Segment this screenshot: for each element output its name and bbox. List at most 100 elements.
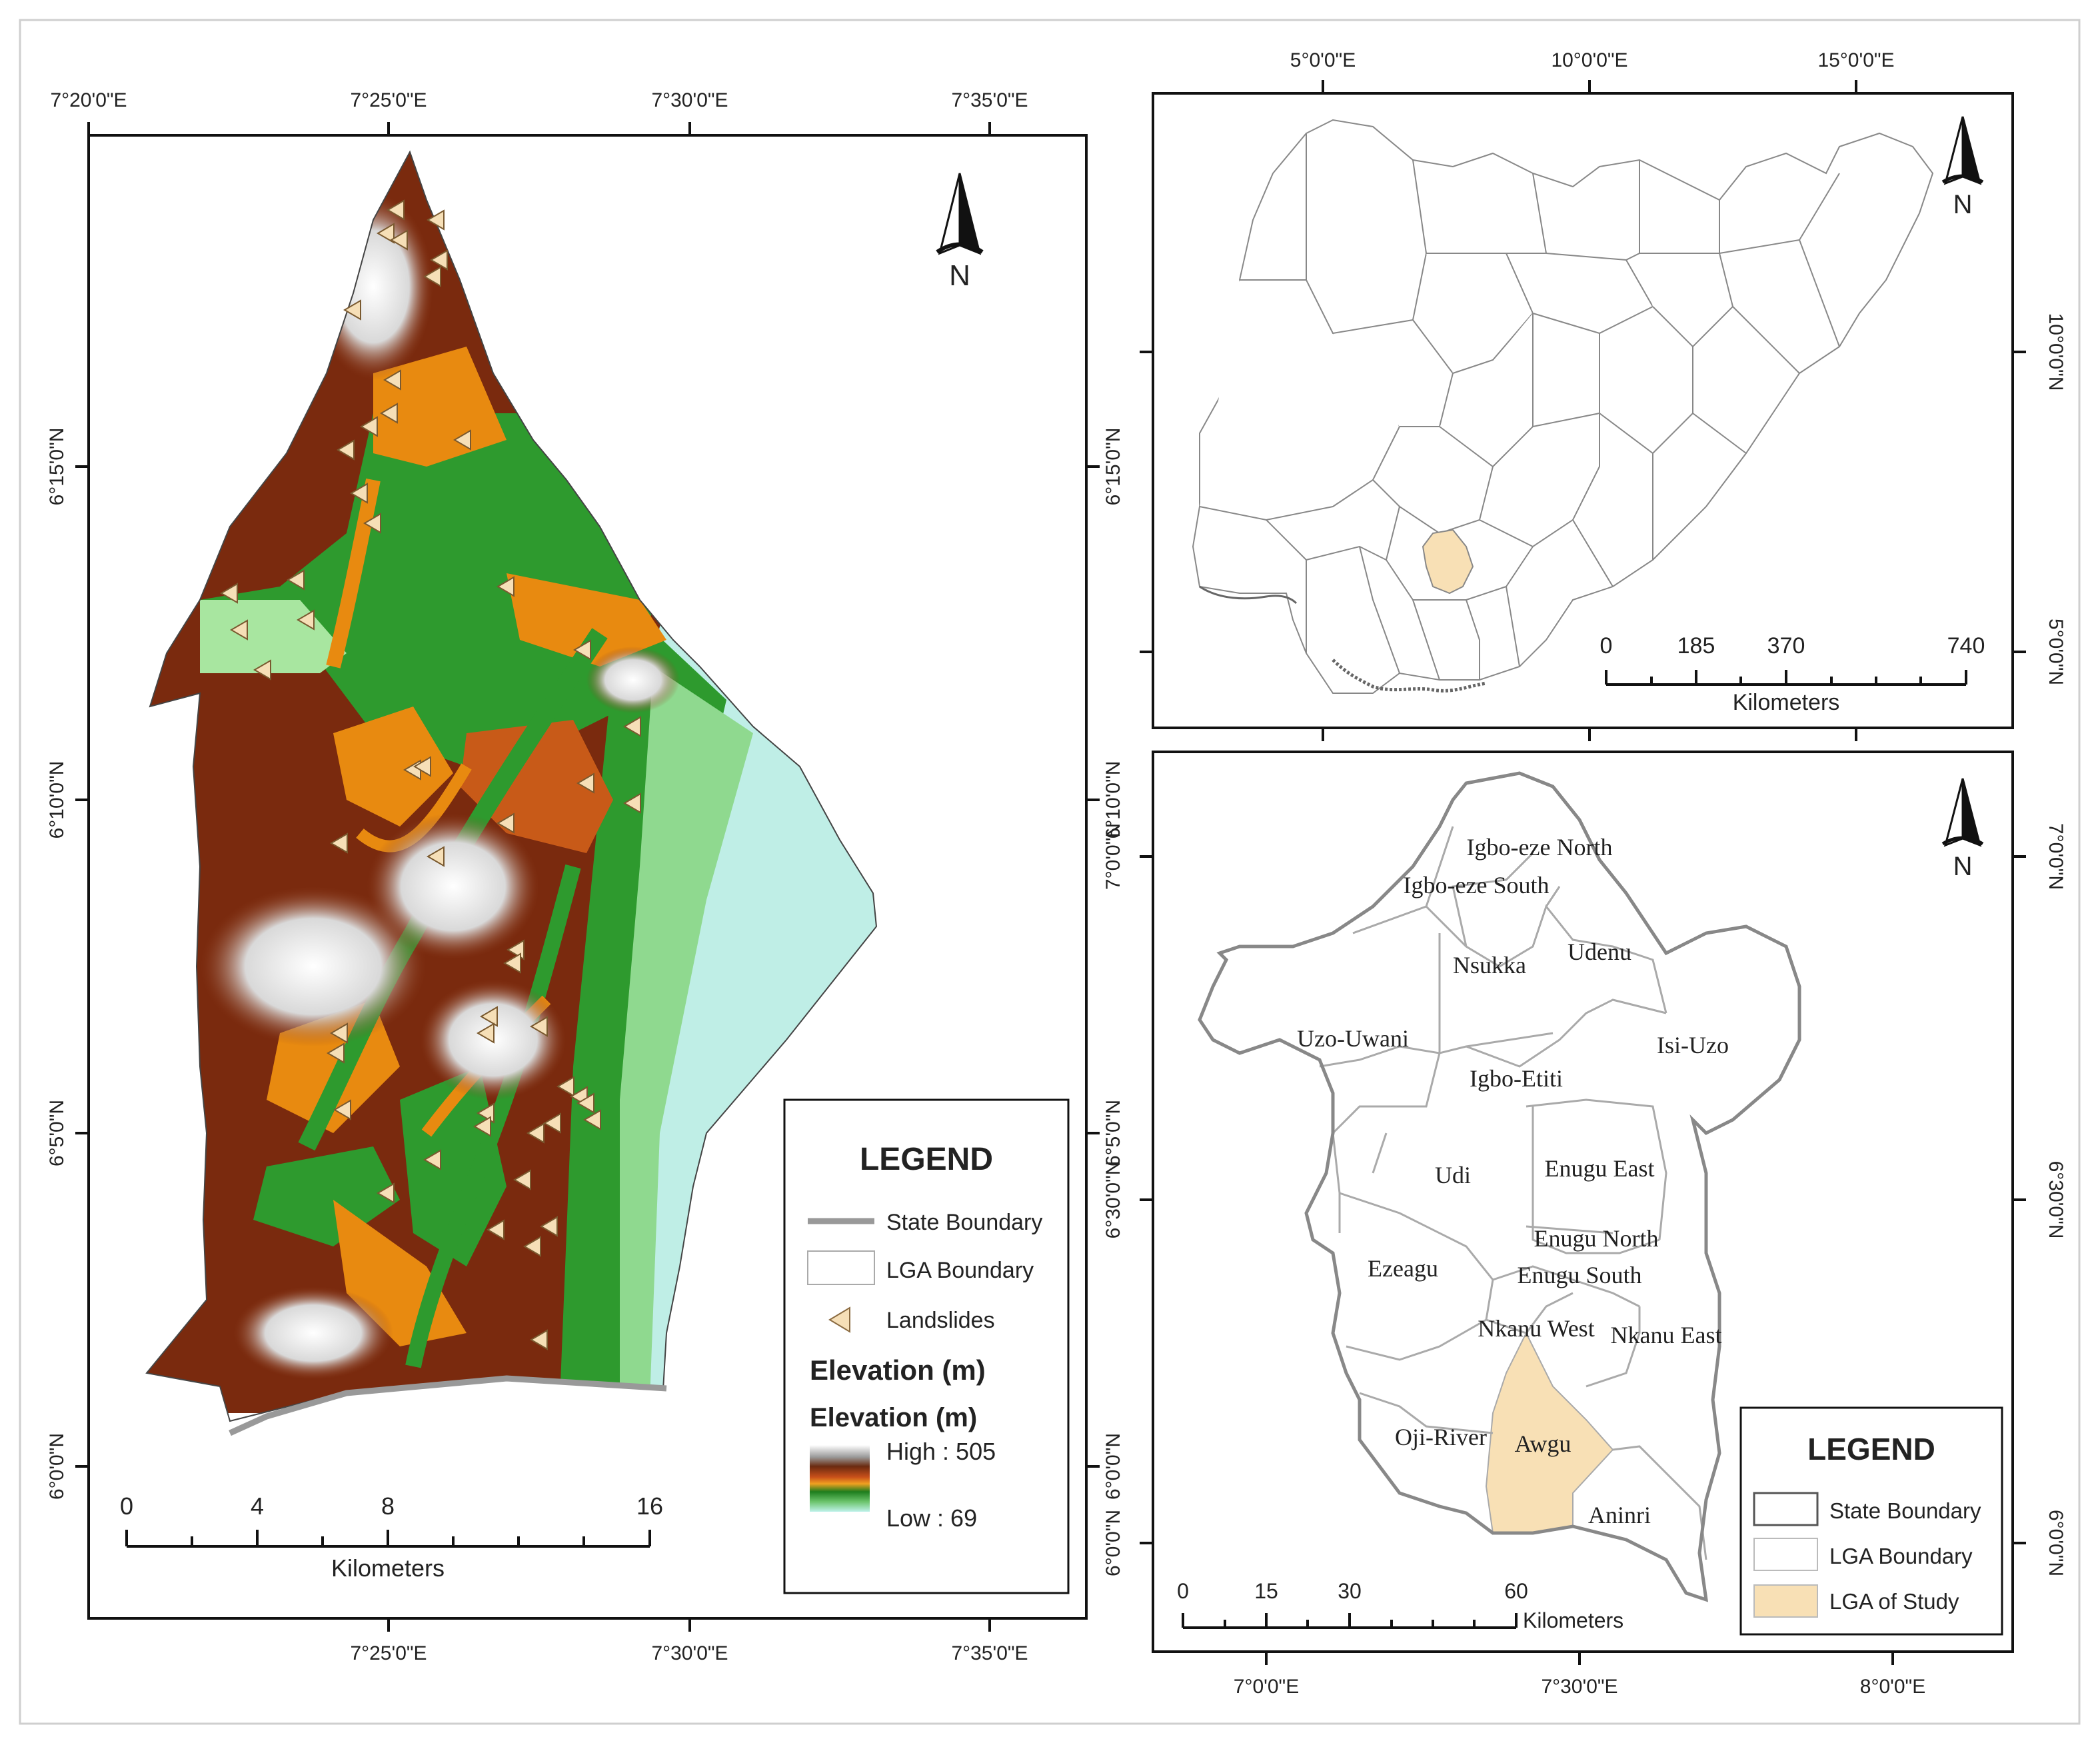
landslide-marker: [337, 439, 355, 461]
landslide-marker: [363, 513, 381, 534]
landslide-marker: [327, 1042, 345, 1064]
elevation-color-ramp: [810, 1445, 870, 1512]
scale-label: 370: [1767, 633, 1805, 659]
landslide-marker: [220, 583, 238, 604]
lga-label: Uzo-Uwani: [1297, 1025, 1409, 1052]
lga-label: Isi-Uzo: [1657, 1032, 1729, 1058]
legend-state-boundary: State Boundary: [886, 1210, 1042, 1235]
right-tick-label: 6°10'0"N: [1102, 761, 1124, 839]
scale-unit: Kilometers: [331, 1554, 445, 1582]
lga-label: Igbo-Etiti: [1470, 1065, 1563, 1092]
scale-bar: 0 15 30 60 Kilometers: [1177, 1579, 1623, 1632]
right-tick-label: 6°30'0"N: [2045, 1161, 2067, 1239]
scale-bar: 0 4 8 16 Kilometers: [120, 1492, 663, 1582]
nigeria-locator-panel: 5°0'0"E 10°0'0"E 15°0'0"E 10°0'0"N 5°0'0…: [1140, 49, 2067, 741]
landslide-marker: [343, 299, 361, 321]
bottom-tick-label: 8°0'0"E: [1860, 1676, 1925, 1698]
lga-label: Udi: [1435, 1162, 1471, 1188]
legend-state-boundary: State Boundary: [1829, 1498, 1981, 1523]
landslide-marker: [477, 1022, 495, 1044]
legend-lga-boundary: LGA Boundary: [886, 1258, 1034, 1283]
landslide-marker: [543, 1112, 561, 1134]
right-tick-label: 5°0'0"N: [2045, 619, 2067, 685]
landslide-marker: [287, 569, 305, 591]
top-tick-label: 15°0'0"E: [1817, 49, 1894, 71]
right-tick-label: 6°0'0"N: [2045, 1510, 2067, 1576]
top-tick-label: 7°30'0"E: [651, 89, 728, 111]
scale-label: 30: [1338, 1579, 1362, 1603]
landslide-marker: [380, 403, 398, 424]
lga-label: Ezeagu: [1368, 1255, 1438, 1282]
north-arrow: N: [1941, 116, 1984, 219]
landslide-marker: [330, 1022, 348, 1044]
landslide-marker: [480, 1006, 498, 1027]
legend-landslides: Landslides: [886, 1308, 995, 1333]
landslide-marker: [453, 429, 471, 451]
right-tick-label: 6°5'0"N: [1102, 1100, 1124, 1166]
lga-label: Awgu: [1515, 1430, 1572, 1457]
bottom-tick-label: 7°30'0"E: [1541, 1676, 1617, 1698]
left-tick-label: 6°30'0"N: [1102, 1161, 1124, 1239]
figure-frame: [19, 19, 2081, 1725]
nigeria-states: [1192, 119, 1934, 694]
scale-label: 16: [636, 1492, 663, 1520]
right-tick-label: 7°0'0"N: [2045, 823, 2067, 890]
bottom-tick-label: 7°30'0"E: [651, 1642, 728, 1664]
scale-unit: Kilometers: [1733, 690, 1840, 715]
lga-label: Enugu East: [1545, 1155, 1655, 1182]
lga-label: Enugu South: [1517, 1262, 1641, 1288]
landslide-marker: [556, 1076, 574, 1097]
scale-bar: 0 185 370 740 Kilometers: [1600, 633, 1985, 715]
scale-label: 0: [120, 1492, 133, 1520]
top-tick-label: 7°25'0"E: [350, 89, 427, 111]
landslide-marker: [413, 756, 431, 777]
top-tick-label: 7°35'0"E: [951, 89, 1028, 111]
left-tick-label: 6°0'0"N: [46, 1433, 68, 1500]
north-label: N: [1953, 852, 1973, 881]
left-tick-label: 6°15'0"N: [46, 428, 68, 506]
legend-elevation-low: Low : 69: [886, 1504, 977, 1532]
right-tick-label: 10°0'0"N: [2045, 313, 2067, 391]
landslide-marker: [350, 483, 368, 504]
scale-label: 740: [1947, 633, 1985, 659]
niger-delta-coast: [1332, 659, 1487, 693]
landslide-marker: [377, 1182, 395, 1204]
legend-elevation-high: High : 505: [886, 1438, 996, 1465]
scale-label: 185: [1677, 633, 1715, 659]
scale-label: 8: [381, 1492, 395, 1520]
landslide-marker: [513, 1169, 531, 1190]
lga-label: Enugu North: [1534, 1225, 1659, 1252]
landslide-marker: [526, 1122, 544, 1144]
lga-label: Nkanu West: [1478, 1315, 1594, 1342]
landslide-marker: [583, 1109, 601, 1130]
bottom-tick-label: 7°35'0"E: [951, 1642, 1028, 1664]
north-arrow: N: [1941, 778, 1984, 881]
lagos-lagoon: [1199, 585, 1298, 605]
legend-title: LEGEND: [860, 1142, 993, 1177]
landslide-marker: [623, 716, 641, 737]
lga-label: Nkanu East: [1611, 1322, 1722, 1348]
lga-label: Nsukka: [1453, 952, 1526, 978]
landslide-marker: [377, 223, 395, 244]
top-tick-label: 10°0'0"E: [1551, 49, 1627, 71]
legend-lga-boundary: LGA Boundary: [1829, 1544, 1973, 1568]
landslide-marker: [540, 1216, 558, 1237]
landslide-marker: [390, 229, 408, 251]
right-tick-label: 6°0'0"N: [1102, 1433, 1124, 1500]
north-label: N: [949, 259, 970, 292]
top-tick-label: 5°0'0"E: [1290, 49, 1356, 71]
elevation-map-panel: 7°20'0"E 7°25'0"E 7°30'0"E 7°35'0"E 7°25…: [46, 89, 1124, 1664]
lga-label: Igbo-eze North: [1467, 834, 1613, 861]
lga-label: Aninri: [1588, 1502, 1651, 1528]
landslide-marker: [297, 609, 315, 631]
landslide-marker: [383, 369, 401, 391]
enugu-state-highlight: [1422, 529, 1474, 595]
lga-label: Udenu: [1568, 938, 1631, 965]
north-arrow: N: [936, 173, 984, 292]
left-tick-label: 6°10'0"N: [46, 761, 68, 839]
landslide-marker: [230, 619, 248, 641]
left-tick-label: 6°0'0"N: [1102, 1510, 1124, 1576]
scale-unit: Kilometers: [1523, 1608, 1623, 1632]
legend-elevation-heading: Elevation (m): [810, 1403, 977, 1432]
